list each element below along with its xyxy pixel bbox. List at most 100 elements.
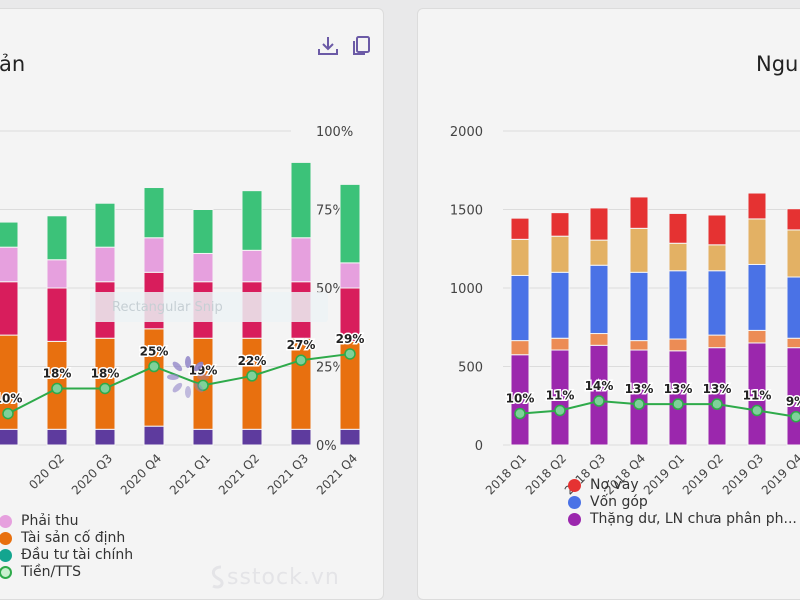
bar-segment	[510, 340, 530, 356]
bar-segment	[241, 428, 263, 446]
legend-swatch	[568, 513, 581, 526]
bar-segment	[668, 212, 688, 244]
legend-item[interactable]: Tài sản cố định	[0, 530, 133, 547]
bar-segment	[786, 229, 800, 278]
bar-segment	[46, 215, 68, 261]
bar-segment	[668, 242, 688, 272]
bar-segment	[707, 244, 727, 272]
bar-segment	[339, 262, 361, 289]
bar-segment	[94, 202, 116, 248]
panel-title: Ngu	[756, 52, 799, 76]
line-point	[790, 410, 800, 423]
line-point	[554, 404, 566, 417]
bar-segment	[707, 334, 727, 349]
legend: Phải thu Tài sản cố định Đầu tư tài chín…	[0, 513, 133, 581]
bar-segment	[0, 246, 19, 283]
legend-swatch	[0, 532, 12, 545]
bar-segment	[668, 270, 688, 340]
loading-spinner-dot	[193, 382, 204, 393]
loading-spinner-dot	[185, 356, 191, 368]
bar-segment	[290, 161, 312, 239]
bar-segment	[143, 328, 165, 427]
bar-segment	[0, 221, 19, 248]
y-tick-label: 2000	[450, 125, 483, 140]
data-label: 10%	[0, 392, 22, 406]
y-tick-label: 0%	[316, 439, 337, 454]
bar-segment	[629, 196, 649, 229]
download-icon[interactable]	[316, 34, 340, 58]
legend-swatch	[568, 479, 581, 492]
watermark: sstock.vn	[227, 565, 340, 590]
legend-item[interactable]: Tiền/TTS	[0, 564, 133, 581]
bar-segment	[786, 208, 800, 231]
bar-segment	[629, 227, 649, 273]
bar-segment	[510, 274, 530, 342]
bar-segment	[707, 270, 727, 336]
data-label: 14%	[585, 379, 614, 393]
legend-label: Vốn góp	[590, 494, 648, 510]
bar-segment	[747, 329, 767, 344]
legend-item[interactable]: Vốn góp	[568, 494, 797, 511]
bar-segment	[786, 337, 800, 349]
bar-segment	[192, 252, 214, 283]
line-point	[148, 360, 160, 373]
data-label: 11%	[546, 388, 575, 402]
legend-item[interactable]: Phải thu	[0, 513, 133, 530]
bar-segment	[550, 337, 570, 351]
line-point	[344, 348, 356, 360]
x-tick-label: 2018 Q1	[483, 451, 529, 497]
bar-segment	[290, 428, 312, 446]
copy-icon[interactable]	[349, 34, 373, 58]
bar-segment	[629, 271, 649, 342]
legend-label: Thặng dư, LN chưa phân ph...	[590, 511, 797, 527]
line-point	[711, 398, 723, 410]
bar-segment	[550, 235, 570, 273]
bar-segment	[510, 217, 530, 240]
ratio-line	[519, 400, 797, 418]
bar-segment	[241, 249, 263, 283]
bar-segment	[94, 246, 116, 283]
bar-segment	[46, 428, 68, 446]
data-label: 25%	[140, 345, 169, 359]
bar-segment	[786, 276, 800, 339]
line-point	[295, 354, 307, 366]
bar-segment	[192, 209, 214, 254]
data-label: 13%	[703, 382, 732, 396]
bar-segment	[550, 212, 570, 237]
bar-segment	[747, 263, 767, 331]
legend-item[interactable]: Nợ vay	[568, 477, 797, 494]
loading-spinner-dot	[172, 361, 183, 372]
legend-item[interactable]: Thặng dư, LN chưa phân ph...	[568, 511, 797, 528]
bar-segment	[589, 239, 609, 266]
bar-segment	[707, 347, 727, 446]
legend-label: Tiền/TTS	[21, 564, 81, 580]
y-tick-label: 1000	[450, 282, 483, 297]
bar-segment	[589, 333, 609, 346]
loading-spinner-dot	[193, 361, 204, 372]
y-tick-label: 1500	[450, 204, 483, 219]
line-point	[672, 398, 684, 410]
capital-structure-panel: Ngu 0 500 1000 1500 2000 2018 Q1 2018 Q2 2018 Q…	[417, 8, 800, 600]
bar-segment	[707, 214, 727, 246]
y-tick-label: 100%	[316, 125, 353, 140]
bar-segment	[668, 338, 688, 352]
snip-tooltip: Rectangular Snip	[90, 292, 328, 322]
bar-segment	[192, 428, 214, 446]
bar-segment	[629, 349, 649, 446]
bar-segment	[589, 207, 609, 241]
data-label: 27%	[287, 338, 316, 352]
bar-segment	[94, 428, 116, 446]
bar-segment	[241, 337, 263, 430]
bar-segment	[589, 344, 609, 446]
bar-segment	[143, 187, 165, 239]
bar-segment	[550, 271, 570, 339]
x-tick-label: 2020 Q3	[69, 451, 115, 497]
line-point	[751, 404, 763, 417]
x-tick-label: 2021 Q1	[167, 451, 213, 497]
loading-spinner-dot	[167, 374, 179, 380]
legend-swatch-line	[0, 566, 12, 579]
x-tick-label: 2018 Q2	[523, 451, 569, 497]
legend-item[interactable]: Đầu tư tài chính	[0, 547, 133, 564]
legend: Nợ vay Vốn góp Thặng dư, LN chưa phân ph…	[568, 477, 797, 528]
